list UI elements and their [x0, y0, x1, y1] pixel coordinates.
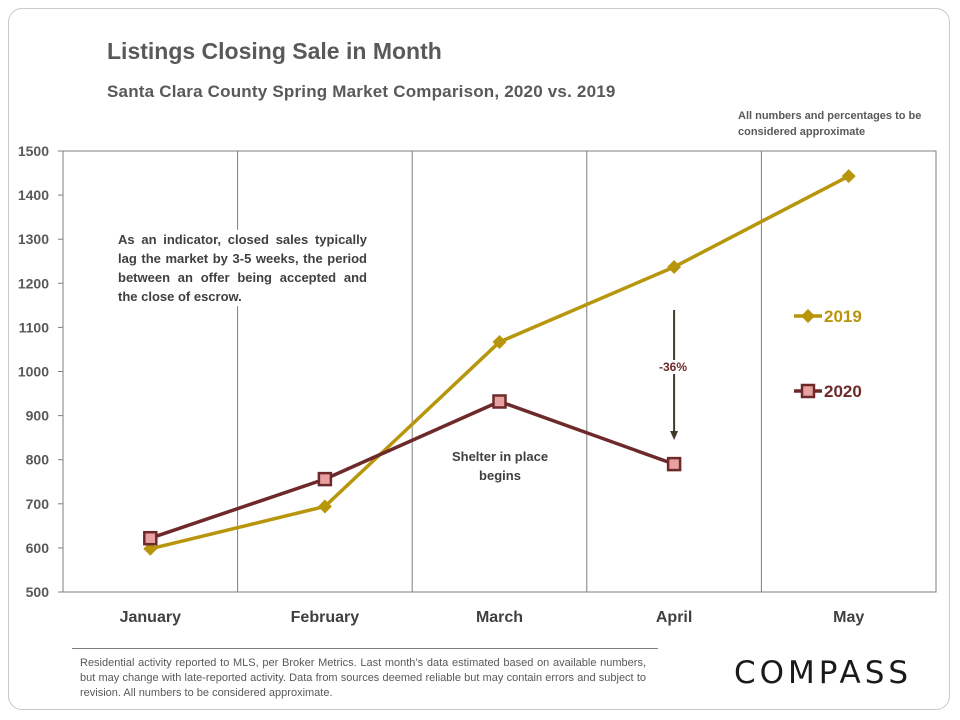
chart-title: Listings Closing Sale in Month [107, 38, 442, 64]
percent-change-label: -36% [650, 360, 696, 374]
legend-label-2019: 2019 [824, 307, 862, 326]
y-tick-label: 700 [26, 496, 50, 512]
legend-marker-2019 [801, 309, 815, 323]
data-point-2020 [317, 471, 333, 487]
data-point-2020 [143, 530, 158, 546]
y-tick-label: 1400 [18, 187, 49, 203]
shelter-in-place-note: Shelter in place begins [440, 447, 560, 485]
data-point-2019 [492, 334, 507, 349]
x-category-label: January [120, 609, 181, 626]
footer-divider [72, 648, 658, 649]
legend-marker-2020 [800, 383, 816, 399]
y-tick-label: 500 [26, 584, 50, 600]
y-tick-label: 1500 [18, 143, 49, 159]
y-tick-label: 600 [26, 540, 50, 556]
compass-logo: COMPASS [734, 655, 913, 691]
y-tick-label: 1000 [18, 364, 49, 380]
data-point-2020 [666, 456, 682, 472]
plot-area-border [62, 150, 937, 593]
approximation-note: All numbers and percentages to be consid… [738, 110, 922, 138]
slide-frame [8, 8, 950, 710]
data-point-2019 [841, 169, 856, 184]
x-category-label: February [291, 609, 360, 626]
series-line-2020 [149, 399, 675, 540]
x-category-label: May [833, 609, 864, 626]
y-tick-label: 1100 [19, 319, 50, 335]
change-arrow-head [670, 431, 679, 440]
y-tick-label: 1200 [18, 275, 49, 291]
y-tick-label: 900 [26, 408, 50, 424]
indicator-note: As an indicator, closed sales typically … [116, 230, 369, 306]
y-tick-label: 800 [26, 452, 50, 468]
data-point-2019 [667, 259, 682, 274]
legend-label-2020: 2020 [824, 382, 862, 401]
data-point-2020 [492, 394, 507, 409]
chart-subtitle: Santa Clara County Spring Market Compari… [107, 82, 616, 101]
x-category-label: March [476, 609, 523, 626]
x-category-label: April [656, 609, 692, 626]
data-point-2019 [317, 499, 332, 514]
y-tick-label: 1300 [18, 231, 49, 247]
footnote: Residential activity reported to MLS, pe… [80, 657, 646, 699]
